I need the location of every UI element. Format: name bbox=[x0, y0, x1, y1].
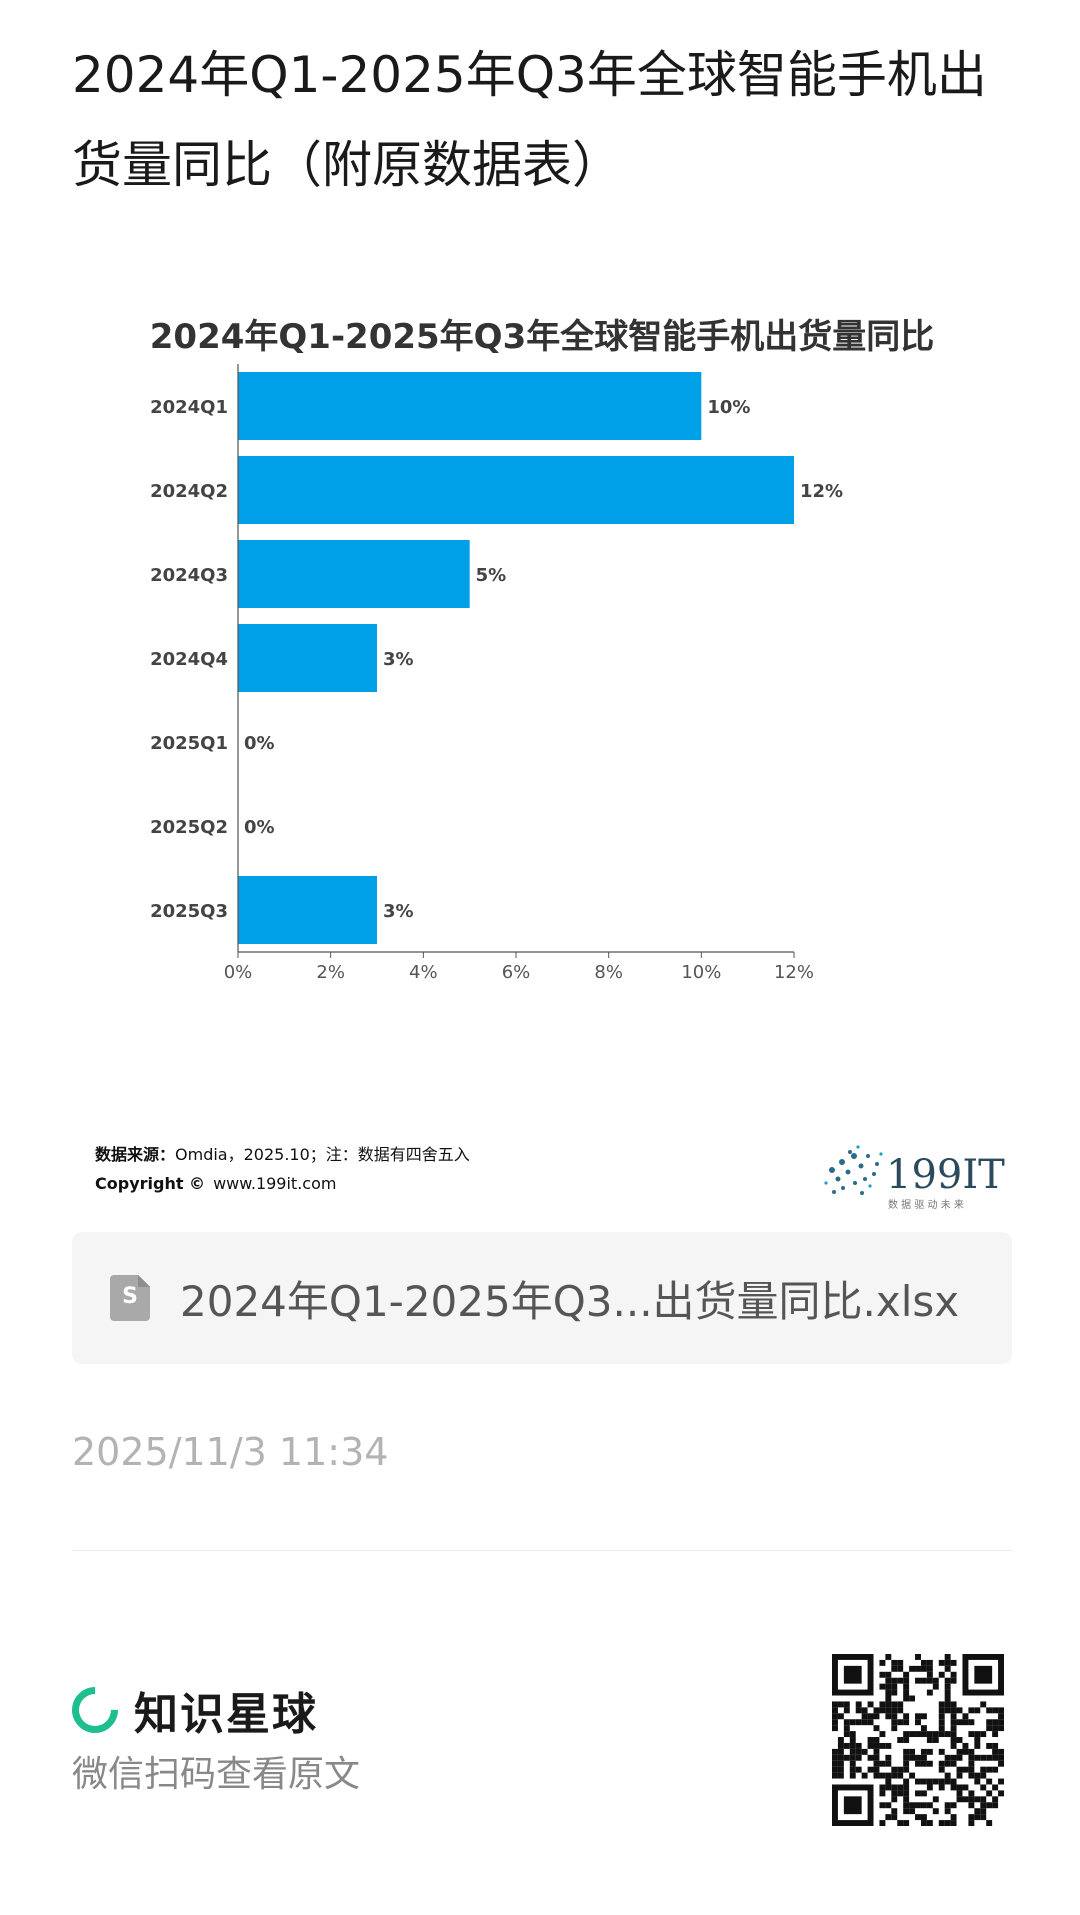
file-icon-letter: S bbox=[122, 1284, 138, 1309]
divider bbox=[72, 1550, 1012, 1551]
x-tick-label: 4% bbox=[409, 962, 438, 983]
x-tick-label: 12% bbox=[774, 962, 814, 983]
value-label: 5% bbox=[476, 565, 507, 586]
zsxq-ring-icon bbox=[62, 1677, 128, 1743]
chart-image: 2024年Q1-2025年Q3年全球智能手机出货量同比 2024Q1 10% 202… bbox=[72, 290, 1012, 1210]
value-label: 0% bbox=[244, 733, 275, 754]
page-title: 2024年Q1-2025年Q3年全球智能手机出货量同比（附原数据表） bbox=[72, 46, 987, 194]
bar-2024Q4 bbox=[238, 624, 377, 692]
source-text: Omdia，2025.10；注：数据有四舍五入 bbox=[175, 1145, 470, 1164]
source-label: 数据来源： bbox=[95, 1145, 175, 1164]
x-tick-label: 0% bbox=[224, 962, 253, 983]
scan-hint: 微信扫码查看原文 bbox=[72, 1754, 361, 1795]
logo-dots-icon bbox=[824, 1145, 883, 1195]
category-label: 2025Q1 bbox=[150, 733, 228, 754]
x-tick-label: 2% bbox=[316, 962, 345, 983]
category-label: 2024Q1 bbox=[150, 397, 228, 418]
source-line: 数据来源：Omdia，2025.10；注：数据有四舍五入 bbox=[95, 1145, 470, 1164]
x-tick-label: 10% bbox=[681, 962, 721, 983]
value-label: 3% bbox=[383, 649, 414, 670]
qr-code-icon[interactable] bbox=[832, 1654, 1004, 1826]
category-label: 2024Q4 bbox=[150, 649, 228, 670]
value-label: 0% bbox=[244, 817, 275, 838]
bar-2024Q3 bbox=[238, 540, 470, 608]
bar-2024Q2 bbox=[238, 456, 794, 524]
value-label: 3% bbox=[383, 901, 414, 922]
copyright-line: Copyright © www.199it.com bbox=[95, 1174, 336, 1193]
value-label: 12% bbox=[800, 481, 843, 502]
attachment-filename: 2024年Q1-2025年Q3...出货量同比.xlsx bbox=[180, 1276, 960, 1326]
bar-2025Q3 bbox=[238, 876, 377, 944]
category-label: 2025Q2 bbox=[150, 817, 228, 838]
category-label: 2024Q2 bbox=[150, 481, 228, 502]
copyright-label: Copyright © bbox=[95, 1174, 205, 1193]
logo-tagline: 数 据 驱 动 未 来 bbox=[888, 1198, 964, 1210]
x-tick-label: 6% bbox=[502, 962, 531, 983]
logo-text: 199IT bbox=[886, 1152, 1005, 1198]
brand-logo: 知识星球 bbox=[62, 1677, 318, 1743]
logo-199it: 199IT 数 据 驱 动 未 来 bbox=[824, 1145, 1005, 1210]
post-timestamp: 2025/11/3 11:34 bbox=[72, 1430, 389, 1474]
value-label: 10% bbox=[707, 397, 750, 418]
bar-chart: 2024年Q1-2025年Q3年全球智能手机出货量同比 2024Q1 10% 202… bbox=[95, 317, 1005, 1210]
brand-name: 知识星球 bbox=[134, 1689, 318, 1740]
category-label: 2024Q3 bbox=[150, 565, 228, 586]
bar-2024Q1 bbox=[238, 372, 702, 440]
category-label: 2025Q3 bbox=[150, 901, 228, 922]
copyright-url: www.199it.com bbox=[213, 1174, 336, 1193]
chart-title: 2024年Q1-2025年Q3年全球智能手机出货量同比 bbox=[150, 317, 935, 357]
file-s-icon: S bbox=[110, 1275, 150, 1321]
attachment-card[interactable]: S 2024年Q1-2025年Q3...出货量同比.xlsx bbox=[72, 1232, 1012, 1364]
x-tick-label: 8% bbox=[594, 962, 623, 983]
